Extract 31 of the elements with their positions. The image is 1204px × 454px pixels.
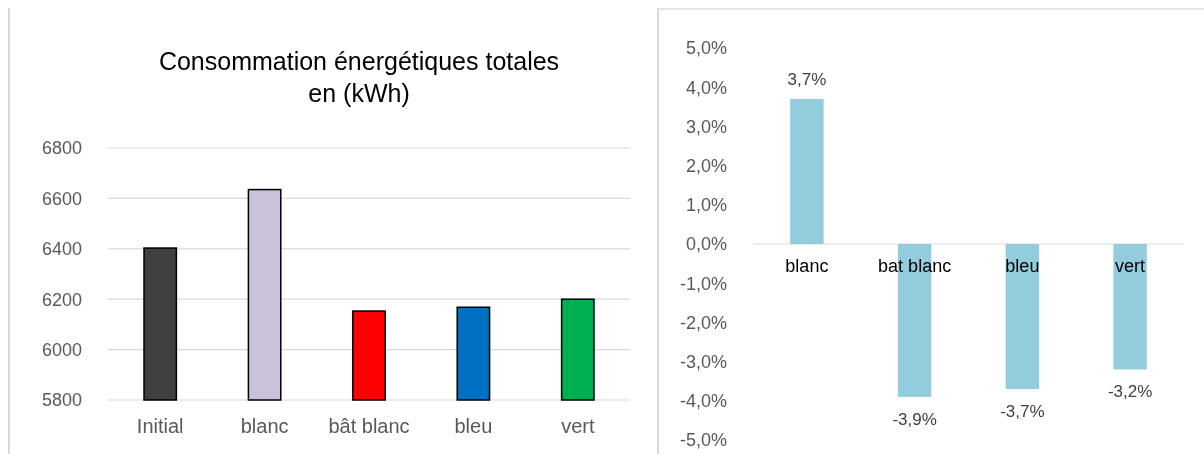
y-tick-label: 6400: [41, 239, 82, 260]
y-tick-label: 0,0%: [685, 234, 727, 255]
x-tick-label: vert: [561, 415, 595, 437]
x-tick-label: blanc: [785, 256, 829, 276]
y-tick-label: 5,0%: [685, 38, 727, 59]
data-label: -3,2%: [1107, 382, 1153, 402]
data-label: -3,7%: [1000, 402, 1045, 422]
y-tick-label: -1,0%: [679, 273, 727, 294]
x-tick-label: Initial: [136, 415, 184, 437]
y-tick-label: 6800: [41, 138, 82, 159]
y-tick-label: 6000: [41, 339, 82, 360]
data-label: -3,9%: [892, 409, 937, 429]
y-tick-label: 6200: [41, 289, 82, 310]
x-tick-label: bât blanc: [328, 415, 410, 437]
y-tick-label: 4,0%: [685, 77, 727, 98]
chart-title: Consommation énergétiques totales en (kWh): [158, 47, 560, 107]
x-tick-label: vert: [1115, 256, 1146, 276]
y-tick-label: -5,0%: [679, 430, 727, 451]
x-tick-label: bat blanc: [878, 256, 952, 276]
y-tick-label: 3,0%: [685, 116, 727, 137]
y-tick-label: -4,0%: [679, 391, 727, 412]
x-tick-label: bleu: [454, 415, 493, 437]
y-tick-label: 2,0%: [685, 155, 727, 176]
y-tick-label: 6600: [41, 188, 82, 209]
y-tick-label: -2,0%: [679, 312, 727, 333]
y-tick-label: -3,0%: [679, 351, 727, 372]
x-tick-label: blanc: [240, 415, 289, 437]
x-tick-label: bleu: [1005, 256, 1040, 276]
y-tick-label: 1,0%: [685, 195, 727, 216]
y-tick-label: 5800: [41, 390, 82, 411]
data-label: 3,7%: [787, 69, 827, 89]
